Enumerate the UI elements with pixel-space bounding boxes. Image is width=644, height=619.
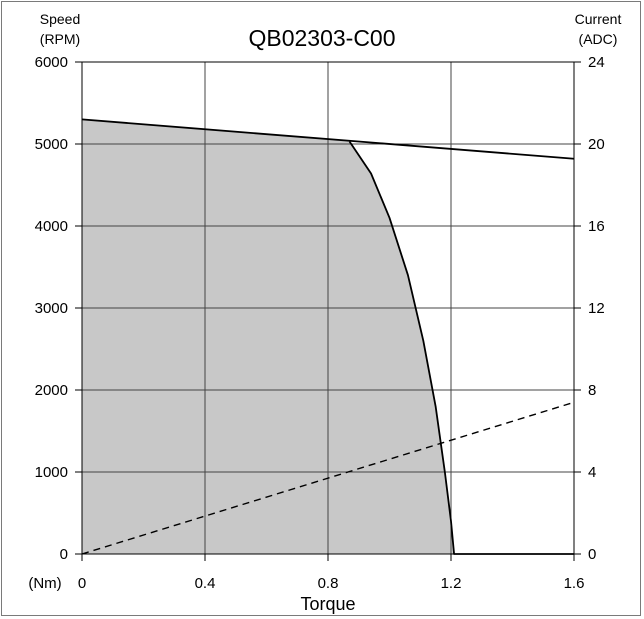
left-y-tick-label: 4000 (35, 218, 68, 235)
plot-border (81, 61, 575, 555)
series-line-3 (81, 401, 575, 555)
left-axis-label-line2: (RPM) (40, 31, 80, 47)
x-tick-label: 1.6 (564, 575, 585, 592)
tick-label-layer: 0 0.4 0.8 1.2 1.6010002000300040005000600004… (35, 54, 605, 592)
x-unit-label: (Nm) (28, 575, 61, 592)
right-y-tick-label: 16 (588, 218, 605, 235)
x-tick-label: 0.8 (318, 575, 339, 592)
shaded-operating-region (82, 119, 455, 555)
x-tick-label: 0.4 (195, 575, 216, 592)
shaded-region-layer (82, 119, 455, 555)
series-layer (81, 118, 575, 555)
right-axis-label-line2: (ADC) (579, 31, 618, 47)
left-y-tick-label: 3000 (35, 300, 68, 317)
x-tick-label: 1.2 (441, 575, 462, 592)
right-y-tick-label: 4 (588, 464, 596, 481)
left-y-tick-label: 5000 (35, 136, 68, 153)
left-y-tick-label: 2000 (35, 382, 68, 399)
left-y-tick-label: 0 (60, 546, 68, 563)
x-tick-label: 0 (78, 575, 86, 592)
right-y-tick-label: 8 (588, 382, 596, 399)
x-axis-label: Torque (300, 594, 355, 614)
left-axis-label-line1: Speed (40, 11, 80, 27)
right-axis-label-line1: Current (575, 11, 622, 27)
left-y-tick-label: 6000 (35, 54, 68, 71)
series-line-2 (348, 141, 574, 555)
chart-title: QB02303-C00 (248, 25, 395, 51)
right-y-tick-label: 24 (588, 54, 605, 71)
series-line-1 (81, 118, 575, 160)
right-y-tick-label: 20 (588, 136, 605, 153)
right-y-tick-label: 12 (588, 300, 605, 317)
right-y-tick-label: 0 (588, 546, 596, 563)
left-y-tick-label: 1000 (35, 464, 68, 481)
